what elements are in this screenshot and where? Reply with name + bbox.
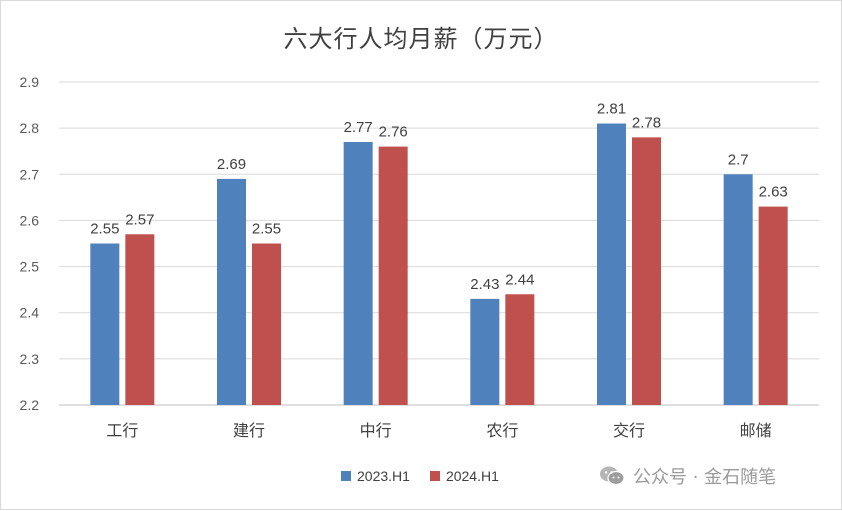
legend-item-2024: 2024.H1 xyxy=(429,468,499,484)
bar-2023 xyxy=(343,141,373,405)
y-tick-label: 2.7 xyxy=(20,166,40,182)
data-label-2023: 2.81 xyxy=(597,101,626,118)
bar-2024 xyxy=(505,294,535,405)
legend-label-2024: 2024.H1 xyxy=(445,468,499,484)
bar-2023 xyxy=(723,174,753,405)
watermark-text: 公众号 · 金石随笔 xyxy=(633,467,777,488)
x-tick-label: 农行 xyxy=(486,421,518,440)
data-label-2024: 2.55 xyxy=(252,221,281,238)
data-label-2023: 2.69 xyxy=(217,156,246,173)
y-tick-label: 2.8 xyxy=(20,120,40,136)
bar-2023 xyxy=(90,243,120,405)
x-tick-label: 交行 xyxy=(613,421,645,440)
data-label-2023: 2.7 xyxy=(728,151,749,168)
y-tick-label: 2.5 xyxy=(20,259,40,275)
data-label-2024: 2.44 xyxy=(505,271,534,288)
legend-item-2023: 2023.H1 xyxy=(341,468,410,484)
x-tick-label: 邮储 xyxy=(740,421,772,440)
y-tick-label: 2.4 xyxy=(20,305,40,321)
legend-swatch-2024 xyxy=(429,471,440,481)
legend-swatch-2023 xyxy=(341,471,351,481)
y-tick-label: 2.2 xyxy=(20,397,40,413)
data-label-2024: 2.57 xyxy=(125,211,154,228)
data-label-2023: 2.55 xyxy=(90,221,119,238)
data-label-2024: 2.76 xyxy=(379,124,408,141)
data-label-2024: 2.78 xyxy=(632,114,661,131)
data-label-2023: 2.43 xyxy=(470,276,499,293)
x-tick-label: 工行 xyxy=(106,421,138,440)
data-label-2023: 2.77 xyxy=(344,119,373,136)
bar-2024 xyxy=(252,243,281,405)
bar-2023 xyxy=(470,298,500,405)
legend: 2023.H1 2024.H1 xyxy=(341,468,499,484)
bar-2024 xyxy=(378,146,408,405)
bar-2024 xyxy=(758,206,788,405)
bar-2023 xyxy=(217,178,246,405)
x-tick-label: 建行 xyxy=(233,421,265,440)
chart-title: 六大行人均月薪（万元） xyxy=(283,25,559,53)
legend-label-2023: 2023.H1 xyxy=(357,468,410,484)
y-tick-label: 2.6 xyxy=(20,212,40,228)
bar-2024 xyxy=(632,137,661,405)
bar-2023 xyxy=(597,123,626,406)
data-label-2024: 2.63 xyxy=(759,184,788,201)
watermark: 公众号 · 金石随笔 xyxy=(599,463,776,489)
y-tick-label: 2.9 xyxy=(20,74,40,90)
wechat-icon xyxy=(599,465,625,487)
y-tick-label: 2.3 xyxy=(20,351,40,367)
x-tick-label: 中行 xyxy=(360,421,392,440)
bar-2024 xyxy=(125,234,155,405)
